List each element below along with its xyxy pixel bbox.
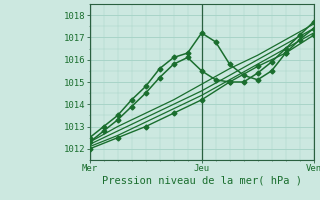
X-axis label: Pression niveau de la mer( hPa ): Pression niveau de la mer( hPa ) bbox=[102, 176, 302, 186]
